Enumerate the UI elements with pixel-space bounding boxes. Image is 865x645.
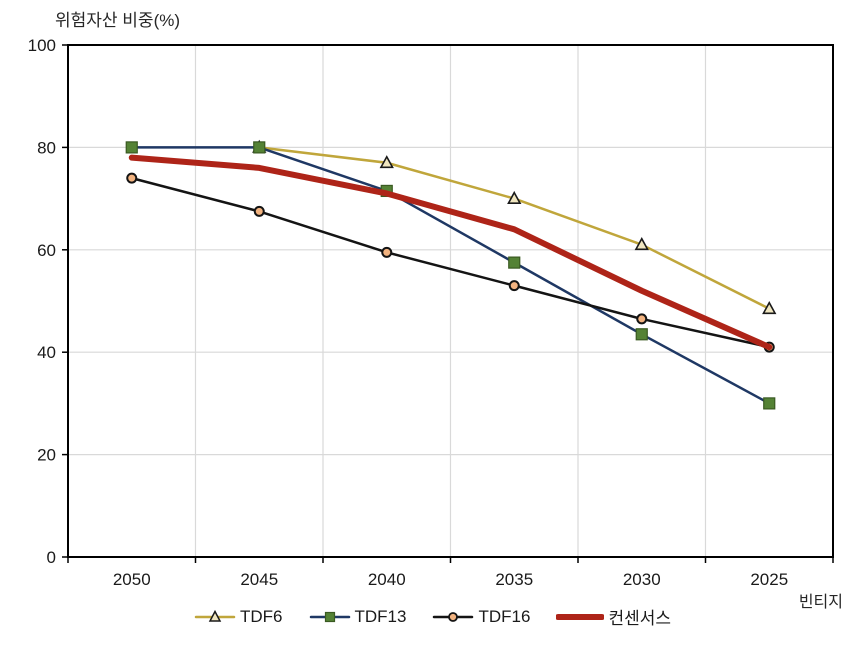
triangle-marker	[379, 155, 394, 169]
square-marker	[253, 141, 266, 154]
legend: TDF6 TDF13 TDF16 컨센서스	[0, 604, 865, 629]
legend-item-컨센서스: 컨센서스	[556, 604, 671, 629]
y-tick-label: 80	[37, 138, 56, 157]
x-tick-label: 2035	[495, 570, 533, 589]
chart-title: 위험자산 비중(%)	[55, 11, 181, 30]
circle-marker	[126, 172, 138, 184]
square-marker	[125, 141, 138, 154]
legend-label: TDF6	[240, 606, 283, 626]
triangle-marker	[762, 301, 777, 315]
x-tick-label: 2040	[368, 570, 406, 589]
legend-label: TDF13	[354, 606, 407, 626]
circle-marker	[508, 280, 520, 292]
legend-label: 컨센서스	[608, 609, 671, 628]
legend-swatch-circle-marker	[433, 611, 474, 622]
x-tick-label: 2030	[623, 570, 661, 589]
series-line-TDF16	[130, 176, 771, 349]
legend-item-TDF13: TDF13	[309, 606, 407, 627]
legend-item-TDF16: TDF16	[432, 607, 530, 627]
circle-marker	[448, 611, 459, 622]
legend-swatch-triangle-marker	[194, 609, 236, 622]
square-marker	[508, 256, 521, 269]
y-tick-label: 60	[37, 241, 56, 260]
y-tick-label: 20	[37, 446, 56, 465]
x-tick-label: 2045	[240, 570, 278, 589]
circle-marker	[381, 246, 393, 258]
circle-marker	[253, 205, 265, 217]
plot-border	[67, 44, 834, 558]
triangle-marker	[507, 190, 522, 204]
y-tick-label: 100	[28, 36, 56, 55]
legend-swatch-none-line	[556, 613, 605, 620]
x-axis-title: 빈티지	[798, 594, 843, 611]
y-tick-label: 40	[37, 343, 56, 362]
series-line-컨센서스	[128, 154, 773, 351]
legend-swatch-square-marker	[309, 611, 350, 622]
series-line-TDF13	[130, 146, 771, 405]
square-marker	[324, 611, 335, 622]
circle-marker	[636, 313, 648, 325]
triangle-marker	[634, 237, 649, 251]
triangle-marker	[208, 609, 222, 622]
legend-item-TDF6: TDF6	[194, 607, 283, 627]
x-tick-label: 2025	[750, 570, 788, 589]
x-tick-label: 2050	[113, 570, 151, 589]
legend-label: TDF16	[478, 606, 531, 626]
square-marker	[763, 397, 776, 410]
y-tick-label: 0	[47, 548, 56, 567]
square-marker	[635, 328, 648, 341]
